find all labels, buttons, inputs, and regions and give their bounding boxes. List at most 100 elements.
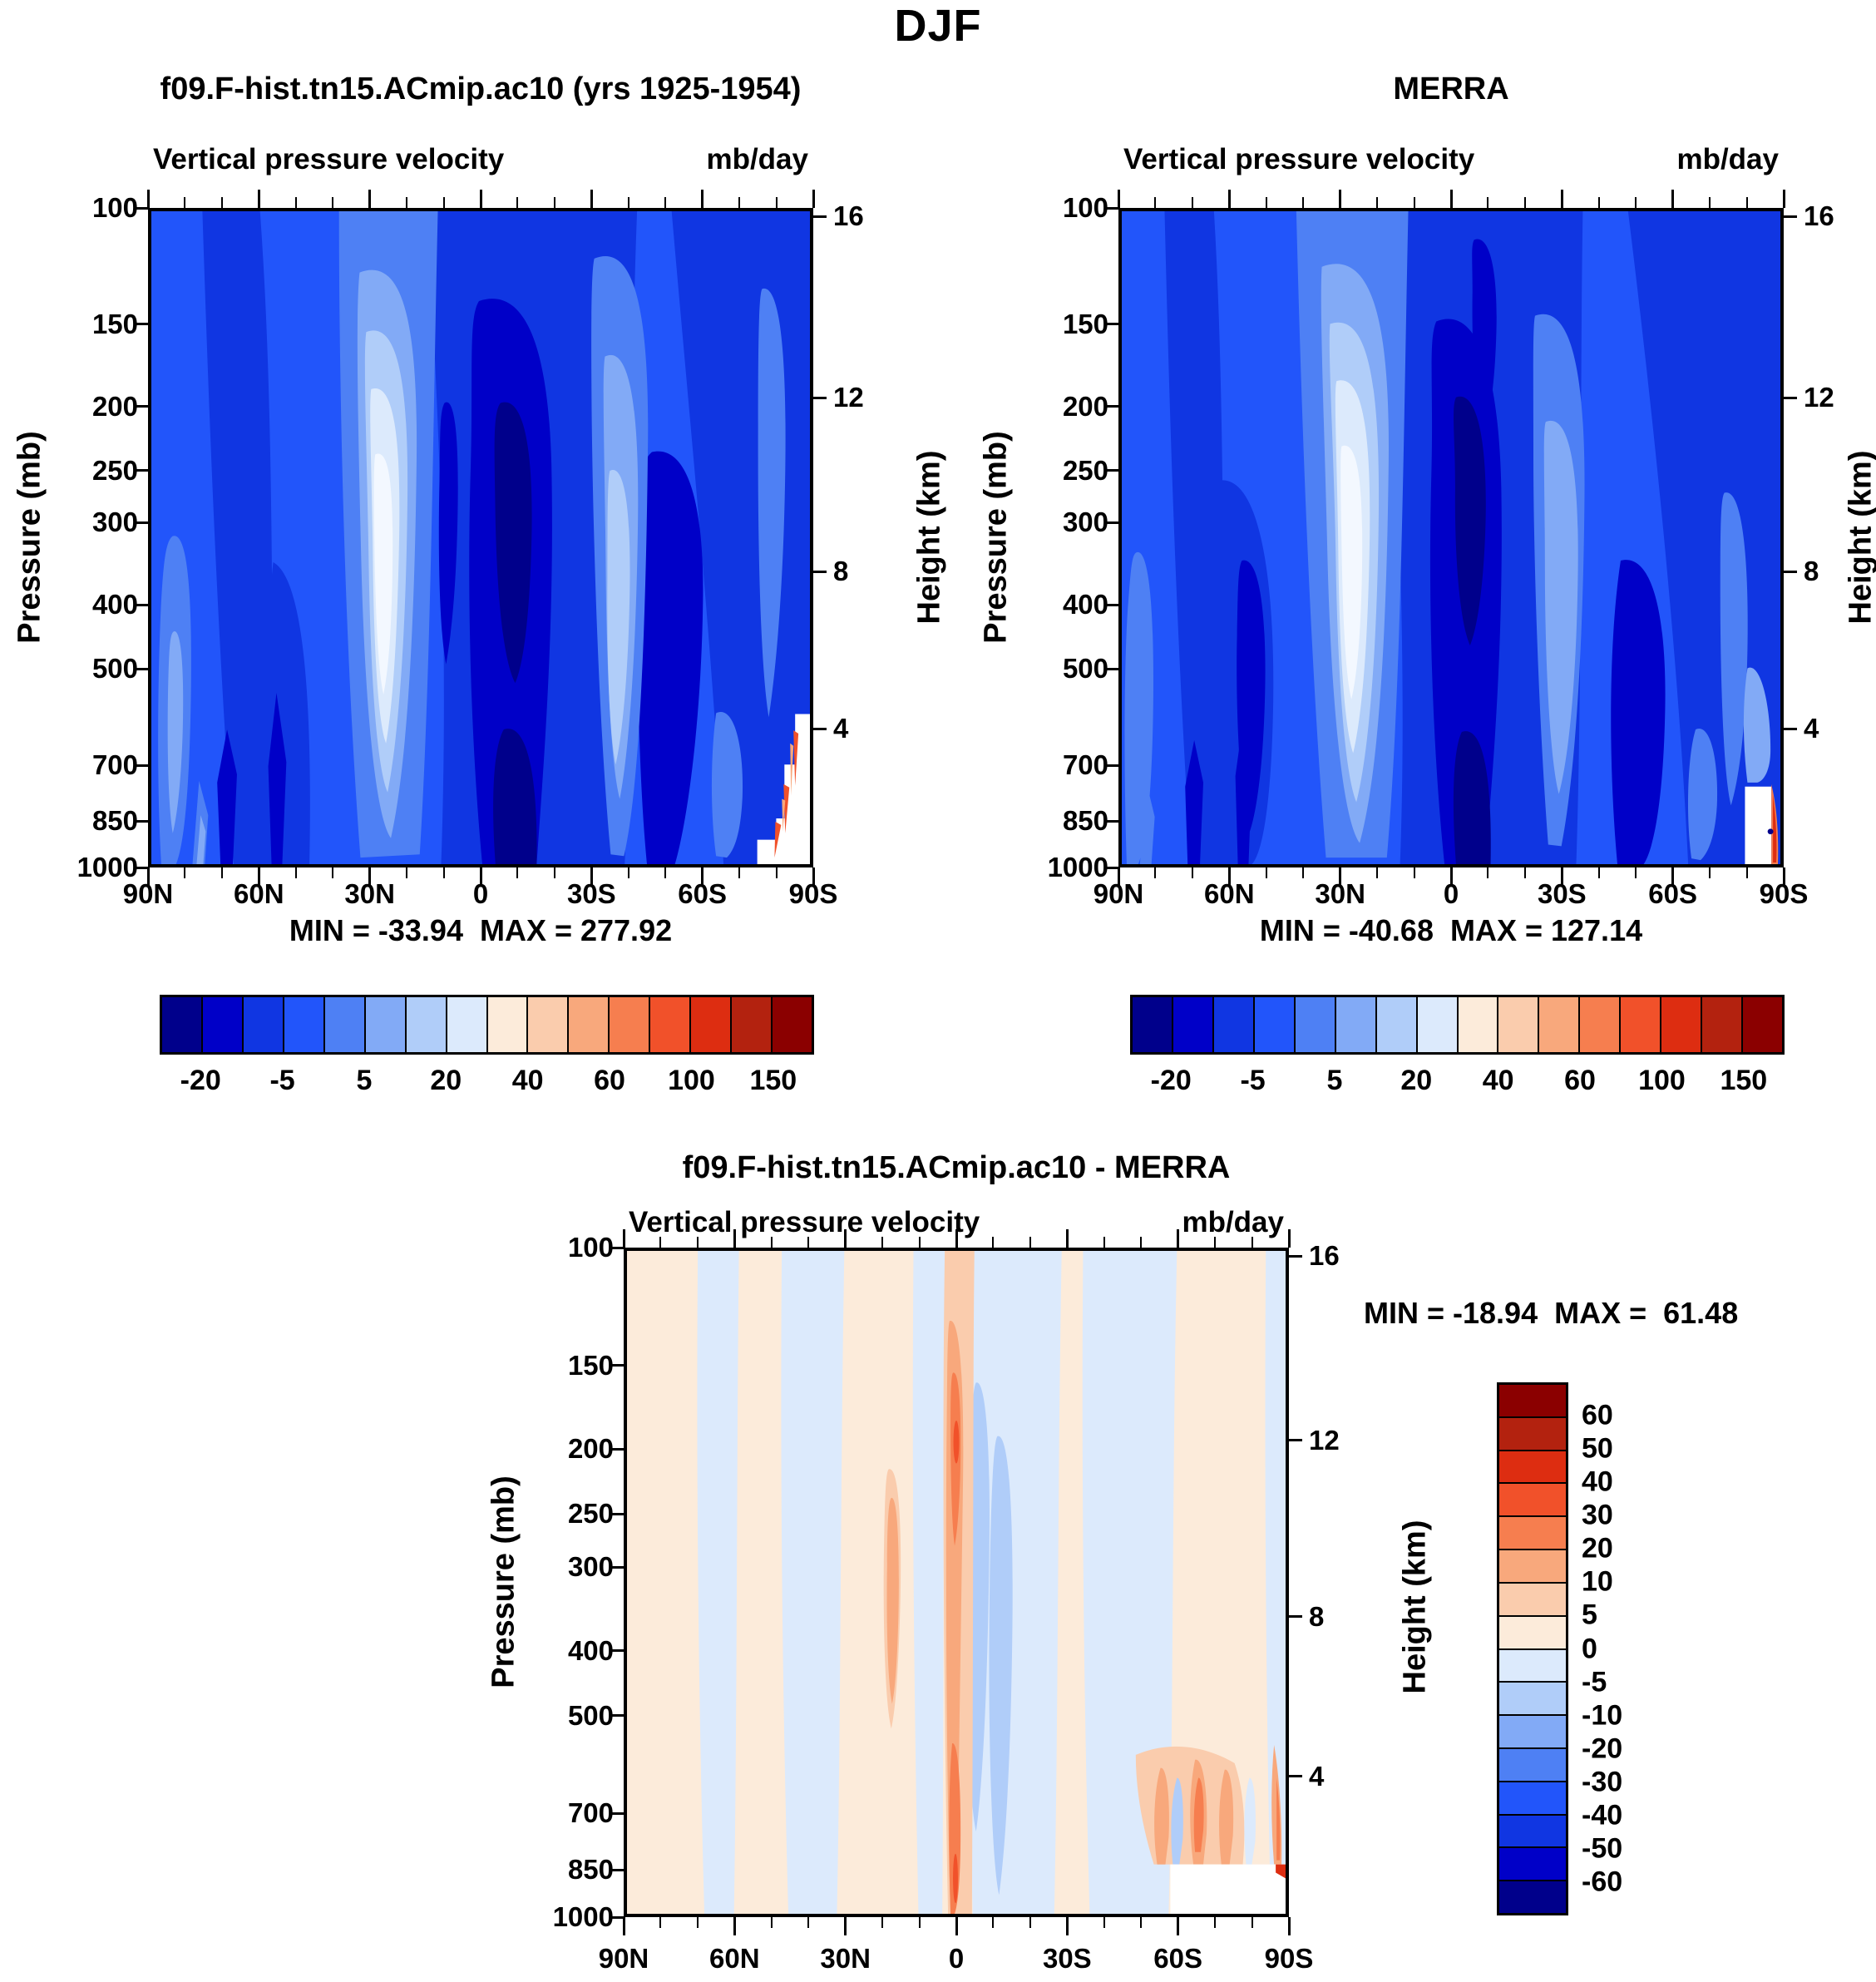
colorbar-cell (365, 997, 407, 1052)
pressure-tick-label: 250 (567, 1498, 614, 1530)
latitude-tick-mark (1339, 867, 1342, 886)
colorbar-label: -60 (1582, 1866, 1623, 1898)
height-tick-label: 16 (1309, 1240, 1340, 1272)
latitude-tick-mark (701, 190, 704, 208)
latitude-tick-mark (1671, 190, 1675, 208)
pressure-tick-label: 700 (567, 1797, 614, 1829)
colorbar-label: 60 (1582, 1399, 1613, 1431)
colorbar-cell (1133, 997, 1173, 1052)
pressure-tick-label: 1000 (77, 852, 138, 882)
colorbar-cell (1499, 1881, 1566, 1913)
pressure-tick-mark (135, 866, 148, 869)
latitude-minor-tick-mark (1376, 867, 1379, 878)
latitude-tick-label: 30S (1042, 1943, 1092, 1974)
colorbar-cell (1499, 1417, 1566, 1451)
colorbar-label: -50 (1582, 1832, 1623, 1865)
pressure-tick-mark (610, 1565, 624, 1569)
pressure-tick-label: 850 (567, 1854, 614, 1886)
height-tick-mark (1289, 1775, 1302, 1778)
latitude-minor-tick-mark (770, 1917, 773, 1928)
colorbar (160, 995, 814, 1055)
colorbar-label: -40 (1582, 1799, 1623, 1831)
latitude-minor-tick-mark (881, 1237, 884, 1248)
latitude-minor-tick-mark (1413, 197, 1415, 208)
colorbar-cell (1499, 1649, 1566, 1683)
colorbar-cell (1499, 1550, 1566, 1584)
pressure-tick-label: 250 (1062, 454, 1108, 486)
latitude-tick-mark (955, 1229, 958, 1248)
pressure-tick-label: 100 (1062, 192, 1108, 223)
colorbar-label: 40 (511, 1065, 544, 1096)
latitude-minor-tick-mark (1103, 1917, 1105, 1928)
contour-field-merra (1122, 211, 1780, 864)
pressure-tick-mark (135, 323, 148, 326)
pressure-tick-mark (1105, 405, 1118, 408)
height-tick-mark (813, 570, 827, 573)
colorbar-label: -10 (1582, 1699, 1623, 1732)
colorbar-label: 20 (1400, 1065, 1433, 1096)
height-tick-label: 12 (1804, 382, 1834, 413)
pressure-tick-mark (1105, 323, 1118, 326)
latitude-tick-mark (1560, 867, 1563, 886)
height-tick-label: 12 (833, 382, 864, 413)
pressure-tick-mark (135, 764, 148, 767)
colorbar-cell (406, 997, 447, 1052)
latitude-minor-tick-mark (1265, 197, 1267, 208)
colorbar-cell (732, 997, 773, 1052)
latitude-minor-tick-mark (1265, 867, 1267, 878)
latitude-tick-mark (590, 867, 593, 886)
latitude-minor-tick-mark (918, 1237, 921, 1248)
pressure-tick-mark (610, 1447, 624, 1451)
pressure-tick-label: 300 (1062, 507, 1108, 538)
height-tick-label: 8 (833, 556, 849, 587)
height-tick-label: 16 (1804, 200, 1834, 232)
latitude-tick-mark (812, 190, 815, 208)
latitude-minor-tick-mark (992, 1237, 995, 1248)
latitude-minor-tick-mark (406, 867, 408, 878)
pressure-tick-mark (610, 1714, 624, 1718)
pressure-tick-label: 500 (567, 1699, 614, 1731)
panel-title-diff: f09.F-hist.tn15.ACmip.ac10 - MERRA (682, 1150, 1231, 1185)
colorbar-cell (1172, 997, 1214, 1052)
latitude-minor-tick-mark (627, 867, 629, 878)
height-tick-label: 16 (833, 200, 864, 232)
pressure-tick-label: 400 (91, 589, 138, 620)
latitude-minor-tick-mark (696, 1237, 699, 1248)
latitude-tick-mark (733, 1917, 736, 1935)
colorbar-cell (447, 997, 488, 1052)
contour-field-diff (627, 1251, 1286, 1914)
latitude-minor-tick-mark (1487, 197, 1489, 208)
latitude-tick-mark (1449, 867, 1453, 886)
colorbar-label: -20 (1150, 1065, 1192, 1096)
colorbar-cell (243, 997, 284, 1052)
latitude-tick-mark (733, 1229, 736, 1248)
pressure-tick-mark (1105, 866, 1118, 869)
latitude-tick-mark (955, 1917, 958, 1935)
topography-mask (1170, 1864, 1286, 1914)
latitude-tick-mark (1287, 1229, 1291, 1248)
height-axis-label: Height (km) (911, 450, 947, 625)
latitude-tick-mark (1227, 190, 1231, 208)
latitude-tick-label: 30N (820, 1943, 871, 1974)
latitude-minor-tick-mark (1029, 1917, 1031, 1928)
contour-plot-merra (1118, 208, 1784, 867)
pressure-tick-mark (135, 206, 148, 210)
pressure-tick-mark (610, 1811, 624, 1815)
colorbar-label: 20 (430, 1065, 462, 1096)
pressure-tick-mark (610, 1915, 624, 1919)
pressure-tick-label: 400 (567, 1634, 614, 1666)
colorbar-cell (1458, 997, 1499, 1052)
subtitle-variable: Vertical pressure velocity (153, 143, 505, 175)
latitude-tick-mark (1560, 190, 1563, 208)
latitude-minor-tick-mark (775, 197, 778, 208)
latitude-tick-label: 0 (472, 878, 489, 909)
latitude-minor-tick-mark (332, 867, 334, 878)
pressure-tick-label: 500 (91, 653, 138, 685)
latitude-minor-tick-mark (807, 1917, 810, 1928)
height-tick-mark (1784, 727, 1797, 730)
colorbar-label: -5 (1582, 1666, 1607, 1698)
latitude-tick-mark (1065, 1229, 1069, 1248)
colorbar-cell (1499, 1848, 1566, 1882)
latitude-minor-tick-mark (1251, 1237, 1253, 1248)
colorbar-cell (1499, 1517, 1566, 1551)
